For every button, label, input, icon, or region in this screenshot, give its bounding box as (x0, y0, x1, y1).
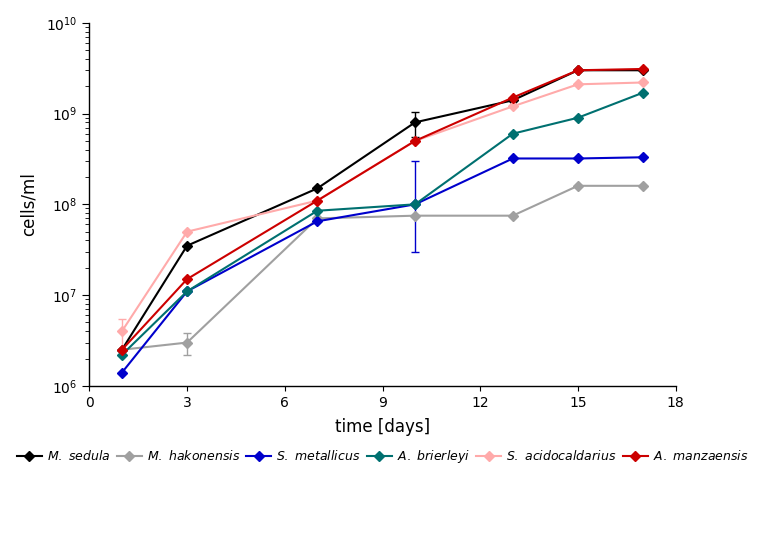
Legend: $\it{M.\ sedula}$, $\it{M.\ hakonensis}$, $\it{S.\ metallicus}$, $\it{A.\ brierl: $\it{M.\ sedula}$, $\it{M.\ hakonensis}$… (11, 443, 754, 470)
X-axis label: time [days]: time [days] (335, 418, 430, 436)
Y-axis label: cells/ml: cells/ml (20, 173, 37, 236)
